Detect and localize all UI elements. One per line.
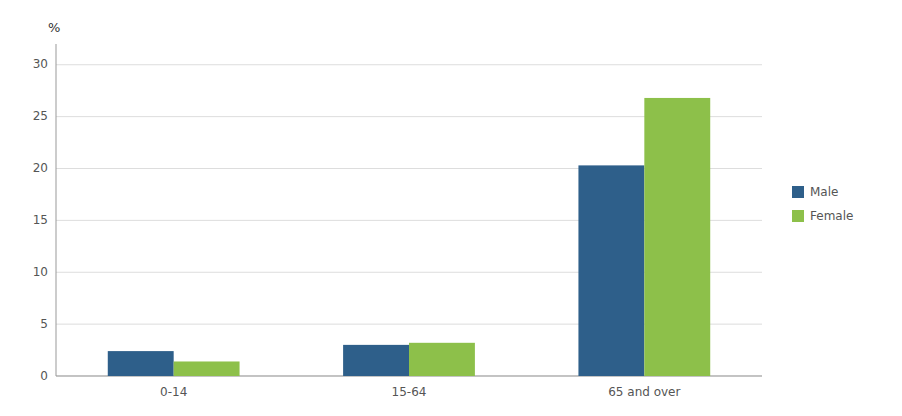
x-tick-label: 15-64: [392, 385, 427, 399]
legend-label: Female: [810, 209, 853, 223]
legend-swatch: [792, 186, 804, 198]
y-axis-label: %: [48, 20, 60, 35]
y-axis-line: [56, 44, 57, 376]
grid: [56, 65, 762, 376]
y-tick-label: 0: [40, 369, 48, 383]
y-tick-label: 25: [33, 109, 48, 123]
bar: [409, 343, 475, 376]
y-tick-label: 5: [40, 317, 48, 331]
legend-swatch: [792, 210, 804, 222]
x-tick-label: 0-14: [160, 385, 187, 399]
legend: Male Female: [792, 185, 853, 223]
legend-label: Male: [810, 185, 838, 199]
chart-container: 0 5 10 15 20 25 30% 0-14 15-64 65 and over Male Fem…: [0, 0, 902, 416]
y-tick-label: 20: [33, 161, 48, 175]
bar: [108, 351, 174, 376]
bar: [644, 98, 710, 376]
bar: [578, 165, 644, 376]
bar: [343, 345, 409, 376]
y-tick-label: 10: [33, 265, 48, 279]
page: {"chart_data": {"type": "bar", "ylabel":…: [0, 0, 902, 416]
y-tick-label: 30: [33, 57, 48, 71]
bars: [108, 98, 710, 376]
y-tick-label: 15: [33, 213, 48, 227]
bar: [174, 361, 240, 376]
grid-line: [56, 64, 762, 65]
chart-svg: 0 5 10 15 20 25 30% 0-14 15-64 65 and over Male Fem…: [0, 0, 902, 416]
x-tick-label: 65 and over: [608, 385, 680, 399]
